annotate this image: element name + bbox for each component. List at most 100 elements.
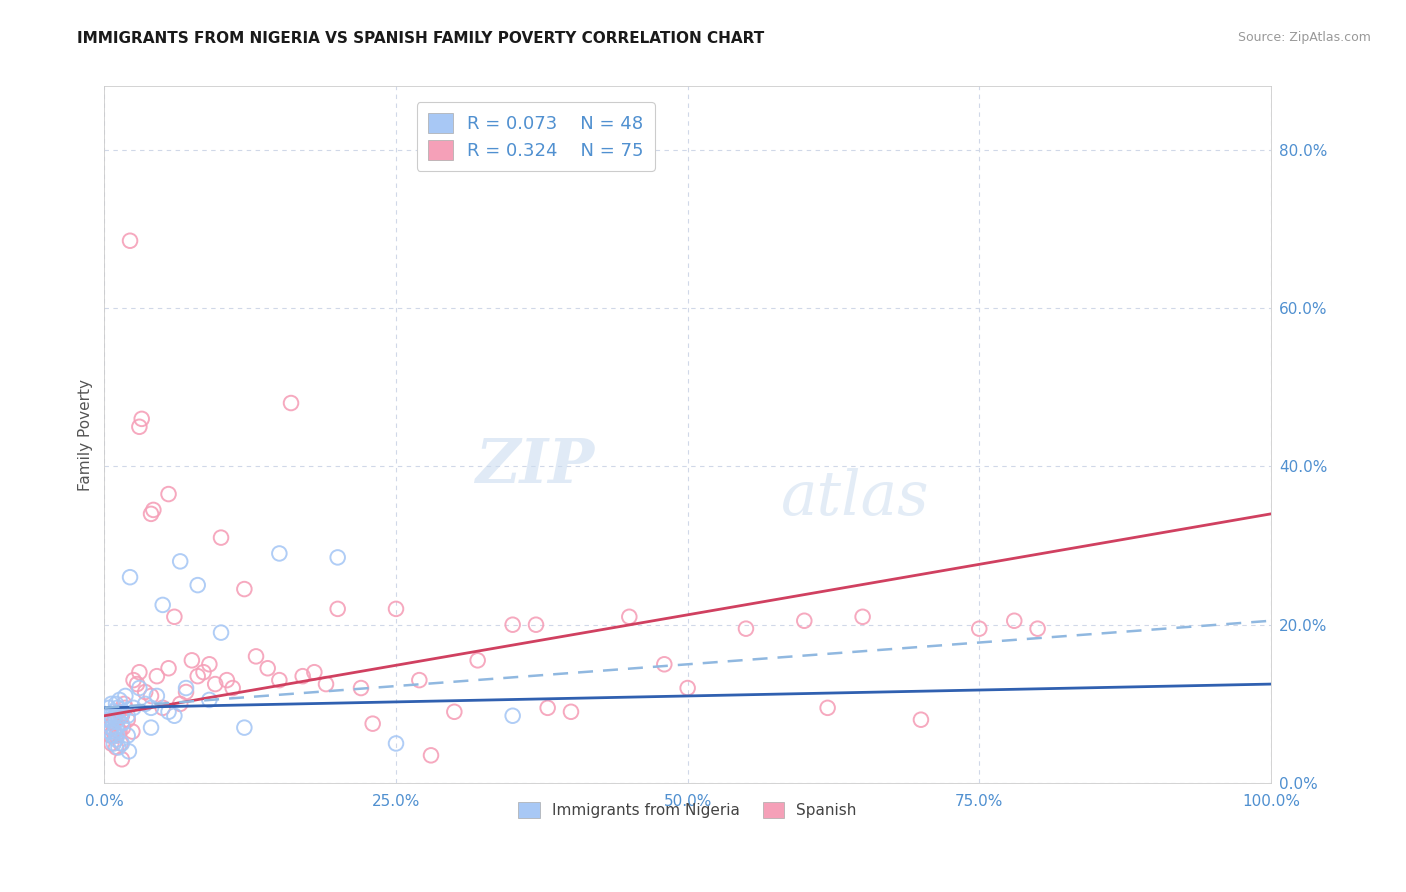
Y-axis label: Family Poverty: Family Poverty xyxy=(79,379,93,491)
Point xyxy=(105,729,128,743)
Point xyxy=(385,602,408,616)
Point xyxy=(817,701,839,715)
Point xyxy=(502,617,524,632)
Point xyxy=(117,708,139,723)
Point xyxy=(111,752,134,766)
Point xyxy=(502,708,524,723)
Point xyxy=(105,697,128,711)
Point xyxy=(100,736,122,750)
Point xyxy=(98,721,121,735)
Point xyxy=(209,625,232,640)
Point xyxy=(163,609,186,624)
Point xyxy=(104,708,127,723)
Point xyxy=(107,713,129,727)
Point xyxy=(112,705,135,719)
Point xyxy=(121,724,143,739)
Point xyxy=(98,701,121,715)
Point xyxy=(233,582,256,596)
Point xyxy=(169,697,191,711)
Point xyxy=(128,665,150,680)
Point xyxy=(198,693,221,707)
Text: atlas: atlas xyxy=(780,468,929,528)
Point xyxy=(125,677,148,691)
Point xyxy=(122,673,145,687)
Point xyxy=(652,657,675,672)
Point xyxy=(420,748,443,763)
Point xyxy=(967,622,990,636)
Point xyxy=(537,701,560,715)
Point xyxy=(676,681,699,695)
Point xyxy=(97,713,120,727)
Point xyxy=(118,234,141,248)
Point xyxy=(101,716,124,731)
Point xyxy=(1002,614,1025,628)
Point xyxy=(315,677,337,691)
Point xyxy=(852,609,875,624)
Point xyxy=(174,681,197,695)
Point xyxy=(215,673,238,687)
Point xyxy=(98,729,121,743)
Point xyxy=(105,721,128,735)
Point xyxy=(146,669,169,683)
Point xyxy=(134,697,156,711)
Point xyxy=(101,729,124,743)
Point xyxy=(619,609,641,624)
Point xyxy=(122,701,145,715)
Point xyxy=(103,705,125,719)
Point xyxy=(114,689,136,703)
Point xyxy=(105,729,128,743)
Point xyxy=(157,661,180,675)
Point xyxy=(326,550,349,565)
Point xyxy=(280,396,302,410)
Point xyxy=(163,708,186,723)
Point xyxy=(1026,622,1049,636)
Point xyxy=(361,716,384,731)
Point xyxy=(735,622,758,636)
Point xyxy=(105,740,128,755)
Point xyxy=(134,685,156,699)
Point xyxy=(204,677,226,691)
Point xyxy=(128,681,150,695)
Point xyxy=(269,673,291,687)
Point xyxy=(174,685,197,699)
Point xyxy=(117,713,139,727)
Point xyxy=(128,419,150,434)
Point xyxy=(103,736,125,750)
Text: ZIP: ZIP xyxy=(475,436,595,496)
Point xyxy=(112,721,135,735)
Point xyxy=(139,689,162,703)
Point xyxy=(139,507,162,521)
Point xyxy=(108,724,131,739)
Point xyxy=(142,503,165,517)
Point xyxy=(385,736,408,750)
Point xyxy=(180,653,202,667)
Point xyxy=(326,602,349,616)
Point xyxy=(157,487,180,501)
Point xyxy=(117,729,139,743)
Point xyxy=(169,554,191,568)
Point xyxy=(105,732,128,747)
Point xyxy=(304,665,326,680)
Point xyxy=(114,701,136,715)
Point xyxy=(222,681,245,695)
Point xyxy=(111,708,134,723)
Point xyxy=(291,669,314,683)
Point xyxy=(112,697,135,711)
Point xyxy=(233,721,256,735)
Point xyxy=(139,721,162,735)
Point xyxy=(105,721,128,735)
Point xyxy=(104,724,127,739)
Point xyxy=(139,701,162,715)
Point xyxy=(209,531,232,545)
Point xyxy=(152,701,174,715)
Point xyxy=(146,689,169,703)
Point xyxy=(793,614,815,628)
Point xyxy=(111,736,134,750)
Point xyxy=(131,412,153,426)
Point xyxy=(107,705,129,719)
Point xyxy=(560,705,582,719)
Point xyxy=(910,713,932,727)
Point xyxy=(408,673,430,687)
Point xyxy=(110,708,132,723)
Point xyxy=(524,617,547,632)
